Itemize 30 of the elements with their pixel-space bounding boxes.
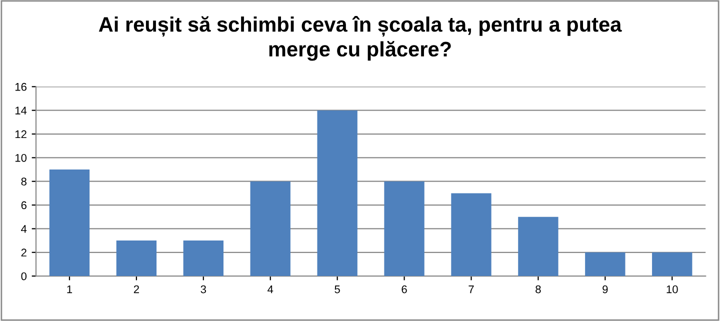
- bar: [317, 110, 358, 276]
- y-tick-label: 4: [21, 225, 27, 233]
- x-tick-label: 1: [67, 285, 72, 294]
- bar: [652, 252, 692, 276]
- x-tick-label: 5: [334, 285, 340, 294]
- bar: [183, 240, 224, 276]
- y-tick-label: 0: [21, 272, 27, 280]
- x-tick-label: 2: [134, 285, 139, 294]
- y-tick-label: 8: [21, 178, 26, 186]
- y-tick-label: 6: [21, 201, 26, 210]
- bar: [250, 181, 290, 276]
- x-tick-label: 10: [666, 285, 678, 294]
- bar: [451, 193, 492, 276]
- bar: [384, 181, 424, 276]
- x-tick-label: 3: [200, 285, 206, 294]
- bar: [518, 216, 558, 276]
- x-tick-label: 7: [468, 285, 474, 294]
- x-tick-label: 4: [268, 285, 274, 294]
- y-tick-label: 14: [15, 106, 27, 114]
- bar: [49, 170, 90, 276]
- bar: [116, 240, 157, 276]
- x-tick-label: 6: [402, 285, 407, 294]
- chart-title: Ai reușit să schimbi ceva în școala ta, pentru a putea merge cu plăcere?: [98, 16, 622, 61]
- y-tick-label: 12: [15, 130, 26, 138]
- x-tick-label: 8: [536, 285, 541, 294]
- y-tick-label: 2: [21, 248, 26, 256]
- x-tick-label: 9: [602, 285, 608, 294]
- bar: [585, 252, 626, 276]
- y-tick-label: 16: [15, 82, 26, 91]
- y-tick-label: 10: [15, 154, 27, 162]
